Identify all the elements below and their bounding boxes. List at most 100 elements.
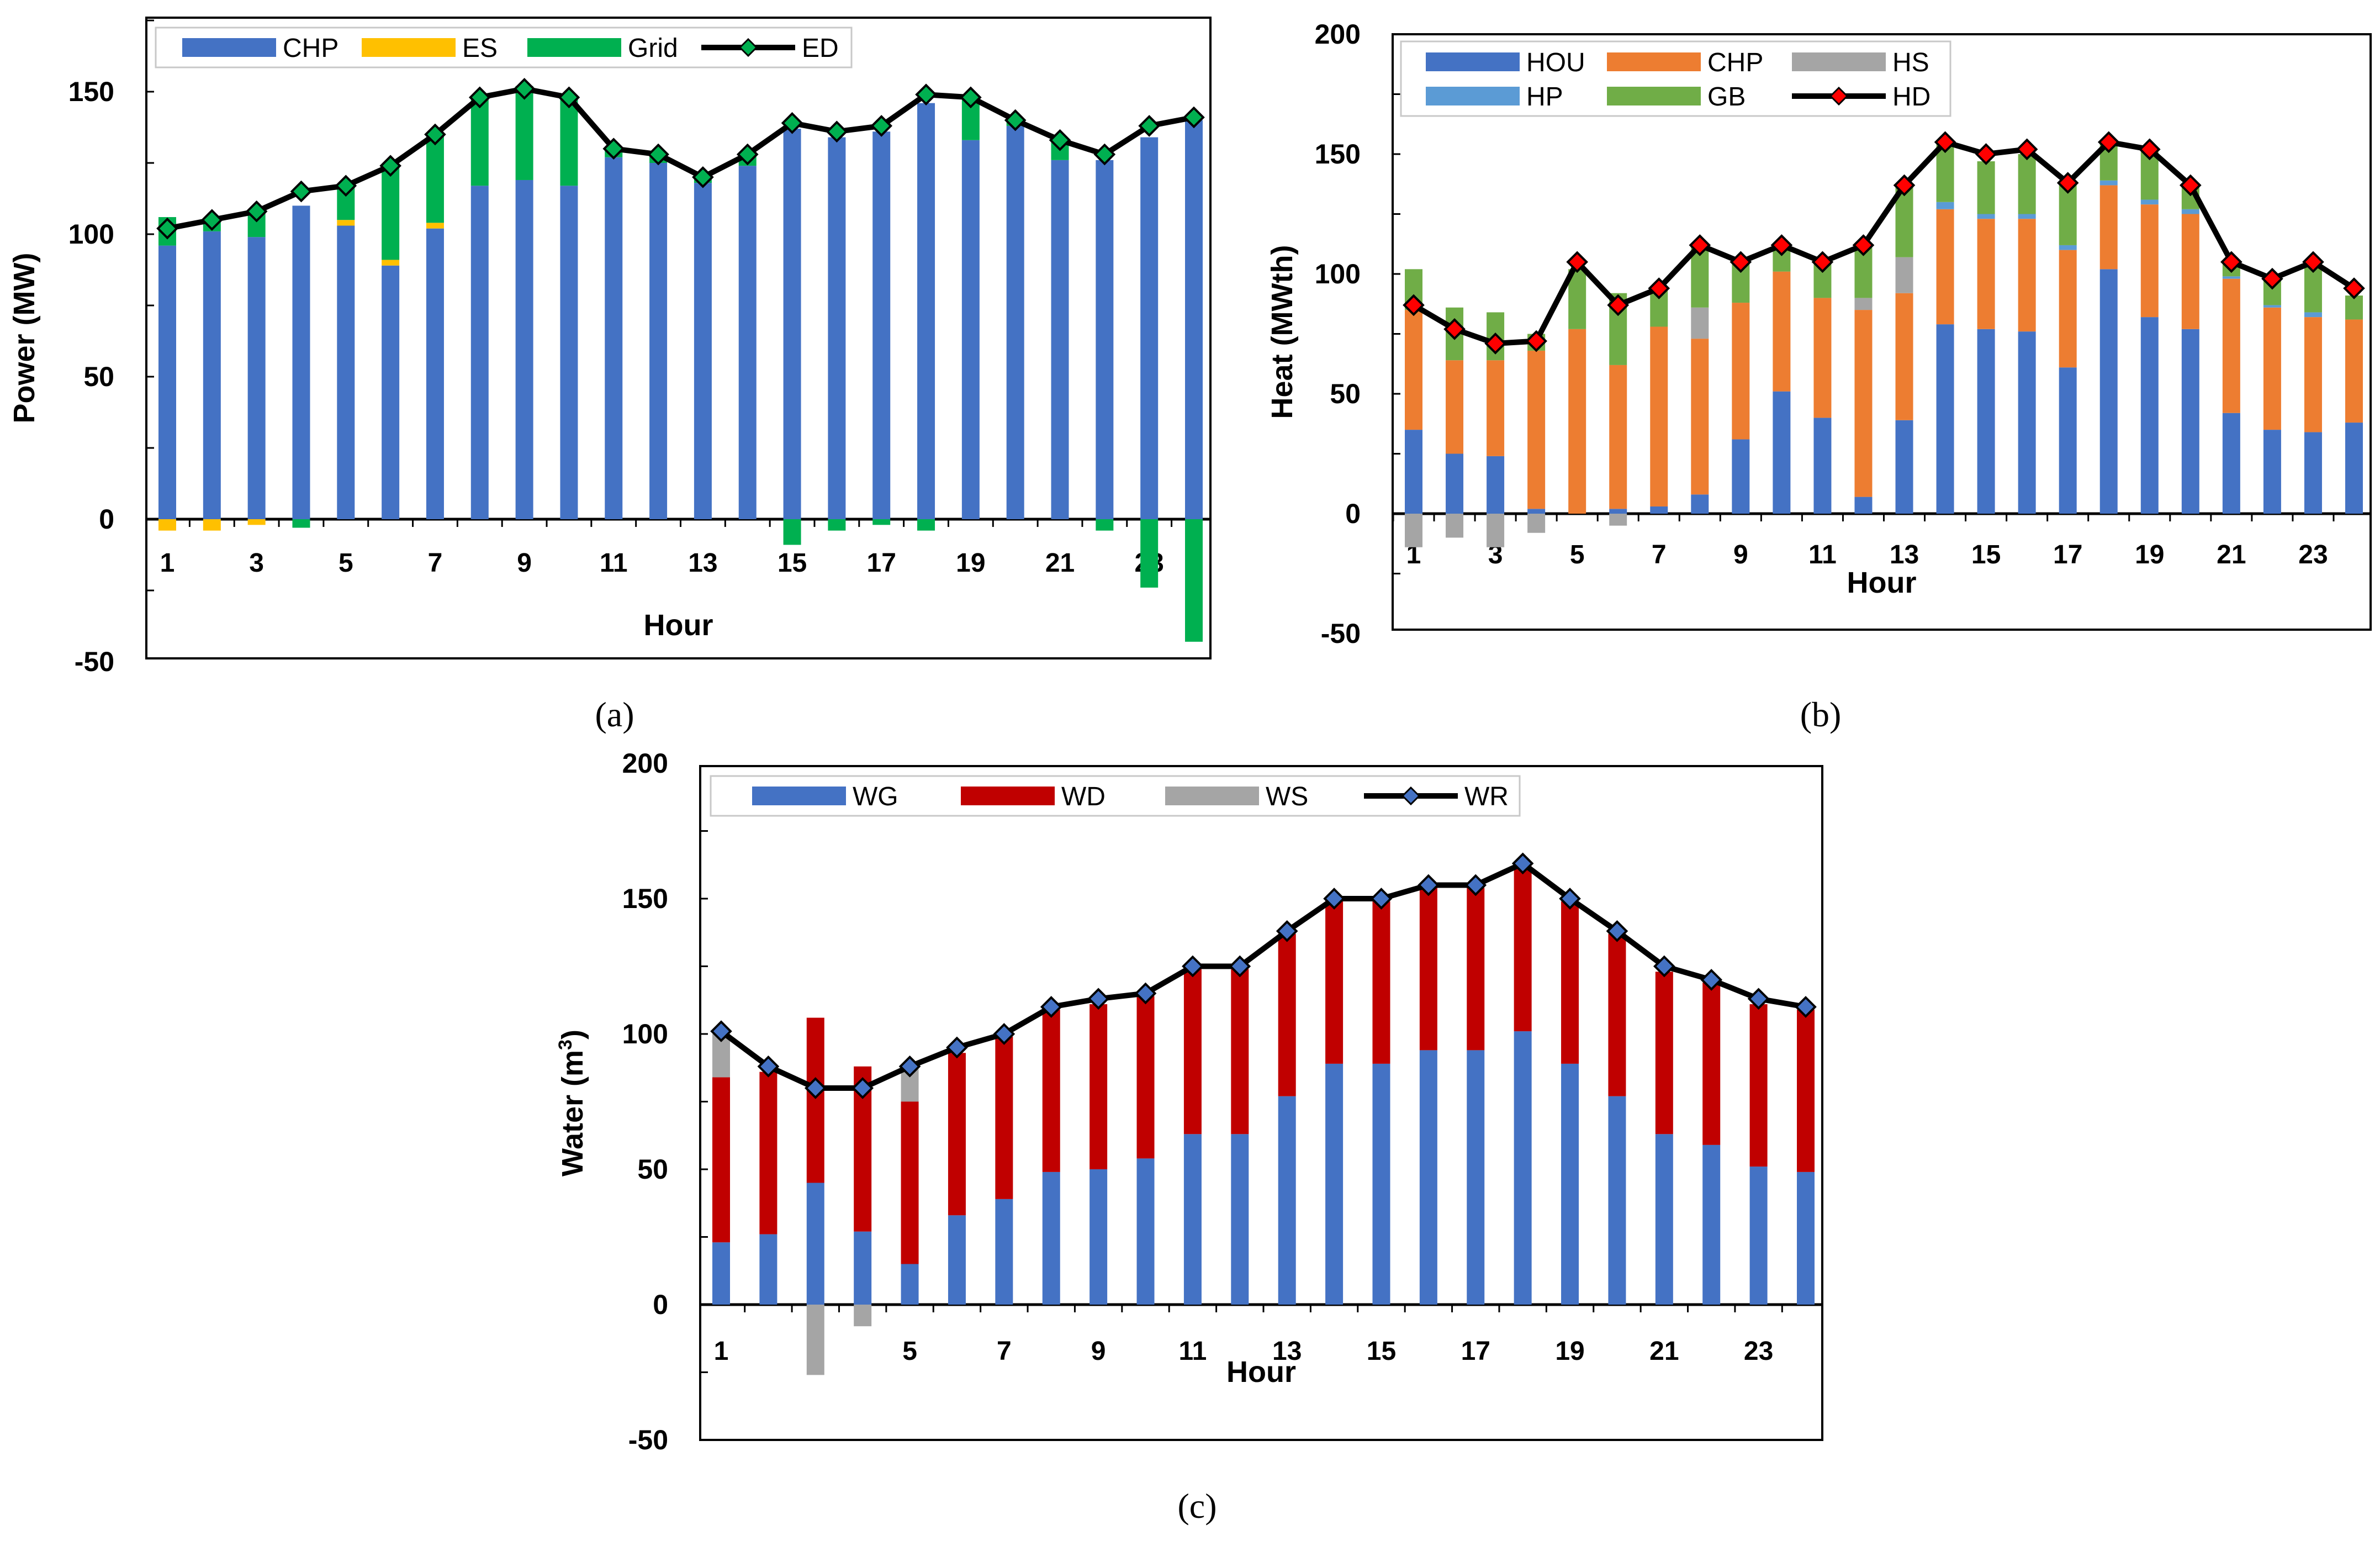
marker-hd-hour-9 — [1730, 251, 1752, 273]
bar-chp-hour-23 — [2304, 317, 2322, 432]
bar-wd-hour-23 — [1749, 1004, 1768, 1167]
bar-wd-hour-19 — [1561, 901, 1579, 1064]
y-tick-label: 50 — [1330, 378, 1361, 409]
marker-wr-hour-3 — [804, 1077, 827, 1099]
bar-wd-hour-14 — [1325, 899, 1344, 1064]
marker-ed-hour-6 — [379, 155, 401, 177]
bar-wg-hour-6 — [948, 1215, 966, 1305]
bar-hs-hour-6 — [1609, 514, 1627, 526]
legend: CHP ES Grid ED — [155, 27, 853, 68]
legend-swatch-hs — [1792, 52, 1886, 71]
marker-hd-hour-18 — [2097, 131, 2120, 154]
y-tick-label: 0 — [653, 1289, 668, 1320]
bar-wg-hour-14 — [1325, 1063, 1344, 1305]
marker-hd-hour-2 — [1443, 318, 1466, 340]
marker-wr-hour-24 — [1795, 996, 1817, 1018]
marker-ed-hour-12 — [647, 143, 669, 166]
bar-hou-hour-10 — [1773, 391, 1791, 514]
x-tick-label: 15 — [778, 548, 807, 578]
x-tick-label: 13 — [1272, 1337, 1302, 1366]
legend-swatch-gb — [1607, 87, 1701, 105]
bar-chp-hour-13 — [694, 183, 712, 519]
legend-label-ed: ED — [802, 34, 839, 63]
legend-label-wg: WG — [853, 782, 898, 811]
bar-es-hour-1 — [158, 519, 176, 531]
bar-hou-hour-3 — [1487, 456, 1505, 514]
marker-hd-hour-19 — [2138, 138, 2161, 161]
bar-chp-hour-22 — [1096, 160, 1114, 520]
x-tick-label: 11 — [1808, 540, 1837, 569]
series-line-wr — [720, 861, 1806, 1091]
bar-chp-hour-3 — [247, 237, 266, 519]
x-axis-title: Hour — [644, 609, 713, 642]
marker-hd-hour-17 — [2056, 172, 2079, 194]
plot-frame — [1392, 33, 2372, 631]
marker-hd-hour-13 — [1893, 174, 1916, 197]
marker-ed-hour-7 — [424, 123, 446, 146]
bar-grid-hour-16 — [828, 519, 846, 531]
bar-chp-hour-21 — [2222, 278, 2240, 413]
y-axis-title-text: Heat (MWth) — [1266, 245, 1299, 419]
bar-chp-hour-7 — [426, 228, 444, 519]
legend-marker-hd — [1829, 86, 1849, 106]
marker-hd-hour-16 — [2016, 138, 2038, 161]
bar-hou-hour-24 — [2345, 423, 2363, 514]
marker-hd-hour-7 — [1648, 277, 1670, 299]
y-axis-title: Power (MW) — [8, 253, 41, 424]
bar-hou-hour-2 — [1446, 453, 1464, 514]
x-tick-label: 3 — [249, 548, 264, 578]
bars-group — [712, 866, 1815, 1375]
bar-hp-hour-23 — [2304, 312, 2322, 318]
marker-ed-hour-8 — [468, 86, 491, 109]
legend: HOU CHP HS HP GB HD — [1400, 40, 1951, 117]
x-tick-label: 17 — [1461, 1337, 1490, 1366]
bar-hou-hour-6 — [1609, 509, 1627, 514]
bar-hou-hour-20 — [2181, 329, 2199, 514]
y-tick-label: 0 — [1345, 498, 1361, 529]
bars-group — [1405, 142, 2363, 547]
legend-swatch-wd — [961, 787, 1055, 805]
y-tick-label: 150 — [622, 883, 668, 914]
y-tick-label: 150 — [1315, 139, 1361, 170]
x-tick-label: 21 — [2217, 540, 2246, 569]
bar-es-hour-7 — [426, 223, 444, 229]
bar-wd-hour-22 — [1702, 982, 1721, 1145]
bar-hs-hour-3 — [1487, 514, 1505, 547]
legend-label-hou: HOU — [1526, 48, 1585, 77]
bar-chp-hour-11 — [605, 157, 623, 519]
y-tick-label: 50 — [637, 1154, 668, 1185]
bar-hou-hour-18 — [2099, 269, 2118, 514]
panel-caption: (a) — [595, 695, 634, 734]
bar-hou-hour-22 — [2263, 430, 2281, 514]
bar-chp-hour-10 — [560, 186, 578, 519]
bar-chp-hour-8 — [470, 186, 489, 519]
bar-wg-hour-3 — [806, 1183, 824, 1305]
bar-hou-hour-12 — [1854, 497, 1873, 514]
marker-wr-hour-9 — [1087, 988, 1109, 1010]
bar-wd-hour-18 — [1514, 866, 1532, 1032]
bar-chp-hour-8 — [1691, 339, 1709, 495]
bar-chp-hour-17 — [2059, 250, 2077, 368]
bar-grid-hour-7 — [426, 134, 444, 223]
bar-hp-hour-19 — [2140, 199, 2159, 205]
legend-label-wr: WR — [1464, 782, 1509, 811]
bar-hp-hour-14 — [1936, 202, 1954, 209]
marker-ed-hour-2 — [200, 209, 223, 231]
bar-hp-hour-17 — [2059, 245, 2077, 250]
marker-ed-hour-24 — [1183, 106, 1205, 129]
marker-hd-hour-1 — [1403, 294, 1425, 316]
bar-hou-hour-8 — [1691, 494, 1709, 514]
bar-hou-hour-14 — [1936, 324, 1954, 514]
marker-hd-hour-12 — [1852, 234, 1875, 256]
x-tick-label: 19 — [956, 548, 985, 578]
bar-wg-hour-12 — [1231, 1134, 1249, 1305]
bar-es-hour-3 — [247, 519, 266, 525]
bar-chp-hour-20 — [2181, 214, 2199, 329]
bar-chp-hour-14 — [738, 166, 757, 519]
x-tick-label: 9 — [517, 548, 532, 578]
marker-hd-hour-20 — [2179, 174, 2202, 197]
marker-wr-hour-13 — [1276, 920, 1298, 942]
legend-swatch-es — [362, 38, 456, 57]
marker-wr-hour-19 — [1559, 888, 1581, 910]
